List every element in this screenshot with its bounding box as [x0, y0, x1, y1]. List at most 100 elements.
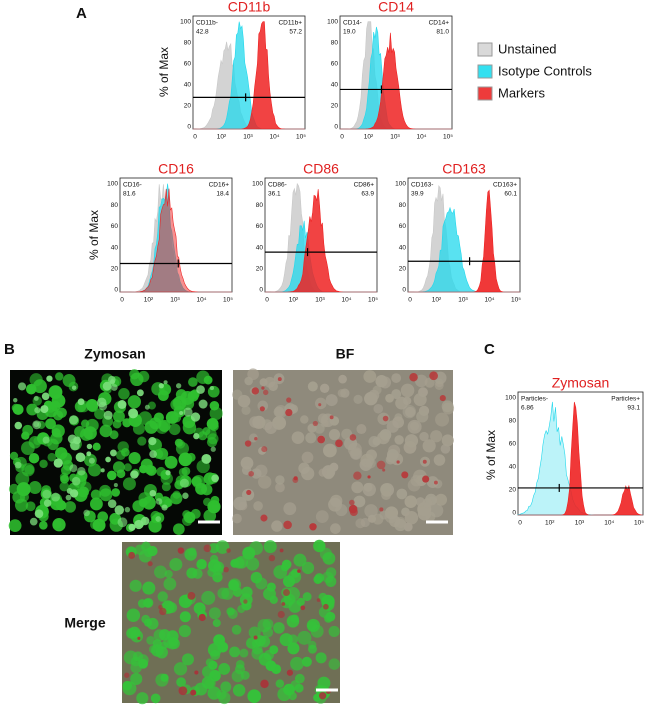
cell	[129, 369, 140, 380]
cell	[88, 457, 95, 464]
cell	[14, 421, 23, 430]
plot-title: CD86	[303, 161, 339, 177]
legend-swatch	[477, 42, 493, 57]
cell	[213, 634, 225, 647]
cell	[395, 396, 409, 410]
cell	[53, 410, 64, 421]
cell	[430, 430, 443, 443]
cell	[160, 673, 169, 682]
cell	[363, 482, 373, 492]
cell	[122, 477, 136, 491]
cell	[291, 431, 305, 444]
gate-value: 60.1	[504, 191, 517, 198]
cell	[381, 490, 391, 501]
panel-label: A	[76, 5, 87, 22]
cell	[314, 397, 327, 410]
x-tick-label: 10²	[432, 297, 442, 304]
x-tick-label: 10⁵	[223, 297, 233, 304]
cell	[60, 474, 70, 484]
cell	[34, 509, 44, 519]
cell	[130, 661, 142, 674]
gate-label: Particles+	[611, 396, 640, 403]
cell	[239, 648, 249, 658]
cell	[261, 386, 265, 390]
cell	[99, 424, 113, 438]
cell	[324, 614, 333, 623]
y-tick-label: 20	[111, 266, 119, 273]
cell	[51, 393, 66, 408]
x-tick-label: 10⁴	[341, 297, 351, 304]
cell	[181, 653, 194, 666]
cell	[349, 434, 357, 441]
cell	[182, 492, 189, 499]
cell	[301, 561, 315, 575]
gate-label: CD163+	[493, 182, 517, 189]
cell	[77, 467, 86, 476]
cell	[243, 599, 248, 604]
cell	[137, 654, 149, 666]
histogram-curve	[193, 21, 305, 130]
x-tick-label: 10⁴	[604, 520, 614, 527]
cell	[122, 681, 137, 696]
cell	[206, 436, 218, 448]
cell	[391, 373, 402, 383]
cell	[415, 497, 426, 507]
cell	[201, 590, 216, 605]
cell	[176, 383, 182, 389]
cell	[396, 488, 408, 500]
y-tick-label: 0	[187, 124, 191, 131]
cell	[59, 481, 70, 492]
x-tick-label: 10²	[364, 134, 374, 141]
cell	[114, 505, 125, 515]
x-tick-label: 0	[120, 297, 124, 304]
cell	[255, 464, 268, 478]
y-tick-label: 60	[509, 441, 517, 448]
cell	[203, 544, 212, 553]
cell	[372, 385, 382, 395]
cell	[75, 452, 86, 463]
cell	[419, 431, 429, 442]
x-tick-label: 10⁵	[368, 297, 378, 304]
x-tick-label: 10³	[390, 134, 400, 141]
cell	[39, 459, 48, 469]
cell	[401, 471, 409, 479]
cell	[364, 504, 378, 518]
cell	[65, 494, 72, 501]
cell	[389, 515, 401, 528]
cell	[137, 636, 141, 640]
cell	[188, 377, 198, 387]
x-tick-label: 0	[193, 134, 197, 141]
cell	[155, 498, 163, 505]
plot-title: CD163	[442, 161, 486, 177]
cell	[258, 475, 272, 489]
cell	[83, 509, 90, 517]
gate-value: 93.1	[627, 405, 640, 412]
cell	[154, 565, 167, 579]
cell	[83, 426, 97, 440]
cell	[132, 422, 145, 435]
gate-value: 18.4	[216, 191, 229, 198]
cell	[328, 428, 341, 441]
cell	[290, 656, 304, 671]
x-tick-label: 10²	[144, 297, 154, 304]
cell	[159, 607, 167, 616]
cell	[275, 475, 285, 485]
cell	[241, 405, 251, 415]
cell	[136, 389, 144, 397]
cell	[404, 510, 419, 525]
cell	[41, 392, 50, 401]
gate-value: 81.0	[436, 29, 449, 36]
cell	[194, 682, 208, 696]
cell	[251, 647, 264, 660]
cell	[74, 426, 86, 438]
cell	[198, 613, 206, 622]
cell	[273, 406, 285, 418]
cell	[161, 504, 168, 511]
cell	[318, 468, 327, 477]
cell	[32, 420, 42, 430]
cell	[168, 423, 181, 436]
cell	[307, 620, 318, 631]
y-tick-label: 100	[505, 395, 516, 402]
x-tick-label: 10⁴	[416, 134, 426, 141]
y-tick-label: 20	[331, 103, 339, 110]
